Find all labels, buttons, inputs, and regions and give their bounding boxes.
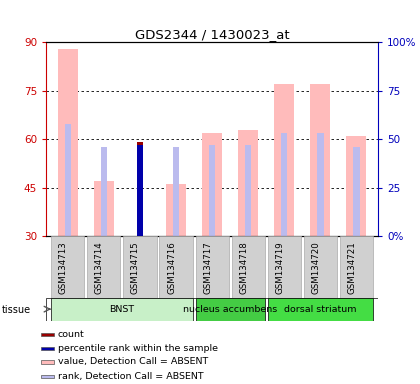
Text: GSM134721: GSM134721 [347, 241, 356, 294]
Bar [123, 236, 157, 298]
Bar [196, 236, 229, 298]
Text: count: count [58, 330, 84, 339]
Bar [245, 145, 252, 236]
Bar [202, 133, 222, 236]
Text: value, Detection Call = ABSENT: value, Detection Call = ABSENT [58, 358, 208, 366]
Text: dorsal striatum: dorsal striatum [284, 305, 357, 314]
Bar [65, 124, 71, 236]
Bar [310, 84, 330, 236]
Bar [94, 181, 114, 236]
Bar [87, 236, 121, 298]
Bar [58, 49, 78, 236]
Bar [346, 136, 366, 236]
Bar [137, 178, 143, 236]
Bar [41, 360, 54, 364]
Bar [274, 84, 294, 236]
Bar [238, 129, 258, 236]
Bar [101, 147, 107, 236]
Text: nucleus accumbens: nucleus accumbens [183, 305, 277, 314]
Text: GSM134714: GSM134714 [95, 241, 104, 294]
Title: GDS2344 / 1430023_at: GDS2344 / 1430023_at [135, 28, 289, 41]
Bar [173, 147, 179, 236]
Bar [51, 236, 84, 298]
Text: BNST: BNST [109, 305, 134, 314]
Bar [41, 347, 54, 350]
Text: GSM134715: GSM134715 [131, 241, 140, 294]
Bar [281, 133, 287, 236]
Bar [51, 298, 193, 321]
Text: GSM134713: GSM134713 [59, 241, 68, 294]
Bar [340, 236, 373, 298]
Text: GSM134717: GSM134717 [203, 241, 212, 294]
Bar [137, 142, 143, 236]
Bar [304, 236, 337, 298]
Bar [231, 236, 265, 298]
Text: GSM134719: GSM134719 [275, 241, 284, 294]
Bar [160, 236, 193, 298]
Bar [268, 298, 373, 321]
Text: GSM134716: GSM134716 [167, 241, 176, 294]
Text: GSM134720: GSM134720 [311, 241, 320, 294]
Bar [317, 133, 323, 236]
Bar [137, 145, 142, 236]
Bar [41, 375, 54, 379]
Bar [196, 298, 265, 321]
Bar [41, 333, 54, 336]
Text: percentile rank within the sample: percentile rank within the sample [58, 344, 218, 353]
Bar [166, 184, 186, 236]
Text: rank, Detection Call = ABSENT: rank, Detection Call = ABSENT [58, 372, 203, 381]
Text: GSM134718: GSM134718 [239, 241, 248, 294]
Bar [268, 236, 301, 298]
Bar [353, 147, 360, 236]
Bar [209, 145, 215, 236]
Text: tissue: tissue [2, 305, 31, 315]
